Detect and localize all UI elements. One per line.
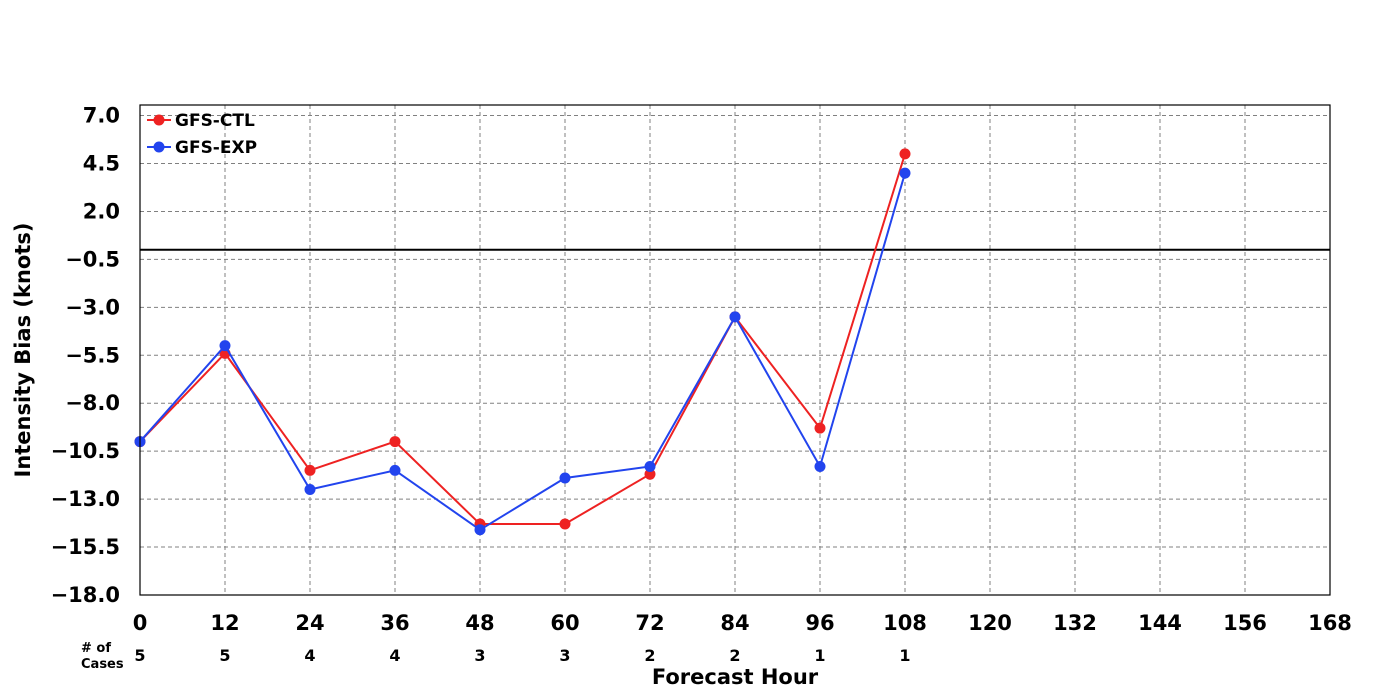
y-tick-label: −8.0	[65, 391, 120, 415]
x-axis-label: Forecast Hour	[652, 665, 819, 689]
data-point-gfs-ctl	[899, 148, 911, 160]
data-point-gfs-exp	[644, 461, 656, 473]
x-tick-label: 0	[133, 611, 148, 635]
data-point-gfs-ctl	[814, 422, 826, 434]
series-group	[134, 148, 911, 536]
data-point-gfs-exp	[899, 167, 911, 179]
x-tick-label: 132	[1053, 611, 1097, 635]
data-point-gfs-ctl	[304, 464, 316, 476]
y-tick-label: −18.0	[51, 583, 120, 607]
legend: GFS-CTL GFS-EXP	[147, 111, 257, 158]
x-tick-labels: 0 12 24 36 48 60 72 84 96 108 120 132 144 156 168	[133, 611, 1352, 635]
y-tick-label: −5.5	[65, 343, 120, 367]
y-tick-label: −15.5	[51, 535, 120, 559]
x-tick-label: 48	[465, 611, 494, 635]
x-tick-label: 108	[883, 611, 927, 635]
data-point-gfs-exp	[389, 464, 401, 476]
x-tick-label: 24	[295, 611, 324, 635]
data-point-gfs-exp	[729, 311, 741, 323]
series-line-gfs-exp	[139, 172, 906, 531]
y-tick-label: −13.0	[51, 487, 120, 511]
case-count: 2	[729, 646, 740, 665]
data-point-gfs-exp	[559, 472, 571, 484]
y-tick-label: 4.5	[83, 151, 120, 175]
legend-label: GFS-EXP	[175, 138, 257, 158]
legend-marker	[153, 114, 165, 126]
data-point-gfs-ctl	[644, 468, 656, 480]
grid	[139, 105, 1331, 596]
case-count: 2	[644, 646, 655, 665]
y-tick-label: −0.5	[65, 247, 120, 271]
series-line-gfs-ctl	[139, 153, 906, 526]
data-point-gfs-exp	[304, 484, 316, 496]
x-tick-label: 96	[805, 611, 834, 635]
data-point-gfs-exp	[814, 461, 826, 473]
y-tick-label: −3.0	[65, 295, 120, 319]
case-count: 5	[134, 646, 145, 665]
data-point-gfs-ctl	[389, 436, 401, 448]
y-tick-labels: 7.0 4.5 2.0 −0.5 −3.0 −5.5 −8.0 −10.5 −13.0 −15.5…	[51, 104, 120, 607]
x-tick-label: 60	[550, 611, 579, 635]
x-tick-label: 156	[1223, 611, 1267, 635]
y-axis-label: Intensity Bias (knots)	[11, 223, 35, 478]
data-point-gfs-exp	[219, 340, 231, 352]
x-tick-label: 144	[1138, 611, 1182, 635]
x-tick-label: 12	[210, 611, 239, 635]
case-count: 5	[219, 646, 230, 665]
cases-label-line2: Cases	[81, 657, 124, 672]
cases-label-line1: # of	[81, 641, 111, 656]
y-tick-label: 2.0	[83, 199, 120, 223]
case-count: 4	[304, 646, 315, 665]
x-tick-label: 84	[720, 611, 749, 635]
y-tick-label: −10.5	[51, 439, 120, 463]
legend-label: GFS-CTL	[175, 111, 255, 131]
y-tick-label: 7.0	[83, 104, 120, 128]
data-point-gfs-ctl	[559, 518, 571, 530]
x-tick-label: 120	[968, 611, 1012, 635]
data-point-gfs-exp	[474, 524, 486, 536]
case-count: 1	[814, 646, 825, 665]
x-tick-label: 168	[1308, 611, 1352, 635]
x-tick-label: 36	[380, 611, 409, 635]
case-count: 1	[899, 646, 910, 665]
case-count: 3	[474, 646, 485, 665]
case-count: 3	[559, 646, 570, 665]
plot-frame	[139, 104, 1331, 596]
case-count-labels: 5 5 4 4 3 3 2 2 1 1	[134, 646, 910, 665]
case-count: 4	[389, 646, 400, 665]
legend-marker	[153, 141, 165, 153]
x-tick-label: 72	[635, 611, 664, 635]
